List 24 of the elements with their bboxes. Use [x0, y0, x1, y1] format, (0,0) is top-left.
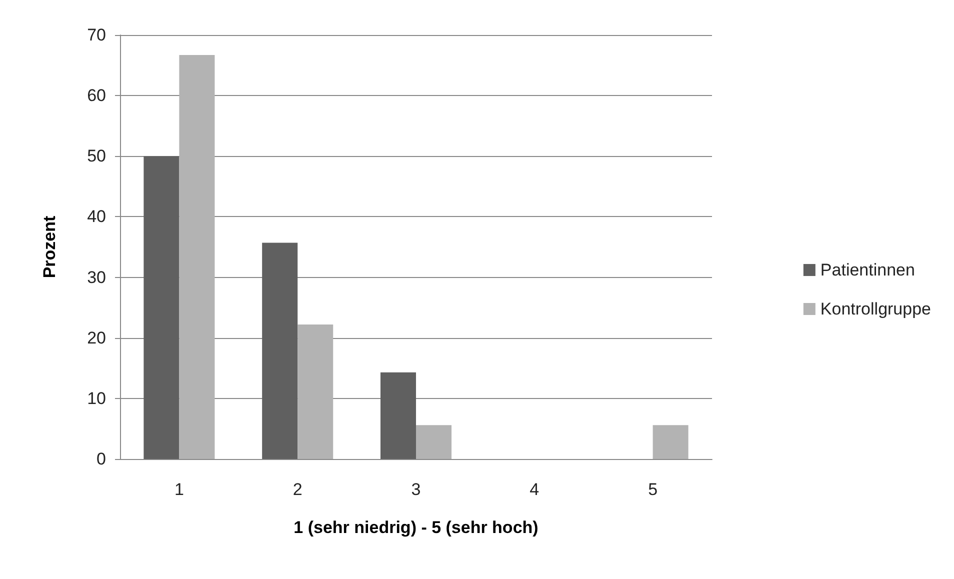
bar: [652, 425, 688, 459]
y-tick-label: 0: [96, 450, 106, 468]
legend-label: Kontrollgruppe: [820, 300, 932, 318]
y-tick-label: 50: [87, 146, 106, 166]
y-tick-label: 30: [87, 268, 106, 287]
y-tick-label: 60: [87, 86, 106, 106]
y-tick-label: 70: [87, 26, 106, 44]
bar: [144, 156, 180, 459]
legend-label: Patientinnen: [820, 260, 915, 280]
y-axis-title: Prozent: [40, 215, 59, 278]
bar: [380, 372, 416, 459]
y-tick-label: 40: [87, 207, 106, 226]
x-tick-label: 1: [174, 480, 184, 499]
x-tick-label: 5: [648, 480, 658, 499]
x-axis-title: 1 (sehr niedrig) - 5 (sehr hoch): [294, 518, 538, 537]
x-tick-label: 2: [292, 480, 302, 499]
bar: [416, 425, 452, 459]
bar: [262, 242, 298, 459]
x-tick-label: 4: [530, 480, 540, 499]
bar: [298, 324, 334, 459]
x-tick-label: 3: [411, 480, 421, 499]
y-tick-label: 20: [87, 328, 106, 348]
y-tick-label: 10: [87, 388, 106, 408]
bar: [179, 54, 215, 459]
